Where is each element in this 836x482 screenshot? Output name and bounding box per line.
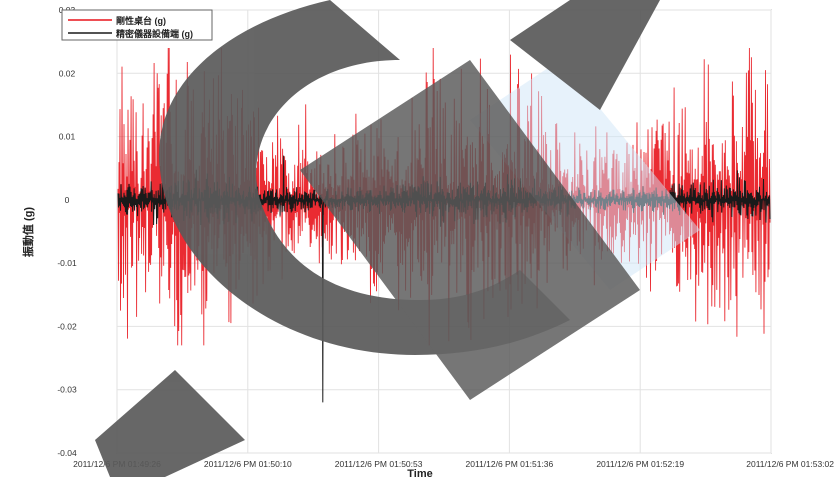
y-tick-label: -0.01 (57, 258, 77, 268)
x-tick-label: 2011/12/6 PM 01:52:19 (596, 459, 684, 469)
watermark-arc-shape (159, 0, 571, 355)
y-tick-label: -0.04 (57, 448, 77, 458)
watermark (95, 0, 700, 477)
legend: 剛性桌台 (g) 精密儀器設備端 (g) (61, 9, 213, 41)
legend-box (61, 9, 213, 41)
x-axis-label: Time (407, 468, 432, 477)
legend-label-instrument-end: 精密儀器設備端 (g) (116, 28, 193, 39)
x-tick-label: 2011/12/6 PM 01:51:36 (466, 459, 554, 469)
watermark-corner-shape-bottom (95, 370, 245, 477)
x-tick-label: 2011/12/6 PM 01:50:10 (204, 459, 292, 469)
legend-label-rigid-table: 剛性桌台 (g) (116, 15, 166, 26)
x-tick-label: 2011/12/6 PM 01:53:02 (746, 459, 834, 469)
x-tick-label: 2011/12/6 PM 01:50:53 (335, 459, 423, 469)
y-tick-label: 0 (65, 195, 70, 205)
watermark-band-shape (300, 60, 640, 400)
y-tick-label: -0.03 (57, 385, 77, 395)
y-axis-label: 振動值 (g) (21, 207, 35, 257)
y-tick-labels: 0.030.020.010-0.01-0.02-0.03-0.04 (57, 5, 77, 458)
y-tick-label: -0.02 (57, 321, 77, 331)
watermark-accent-shape (470, 60, 700, 290)
y-tick-label: 0.02 (59, 68, 76, 78)
watermark-corner-shape-top (510, 0, 660, 110)
y-tick-label: 0.01 (59, 132, 76, 142)
